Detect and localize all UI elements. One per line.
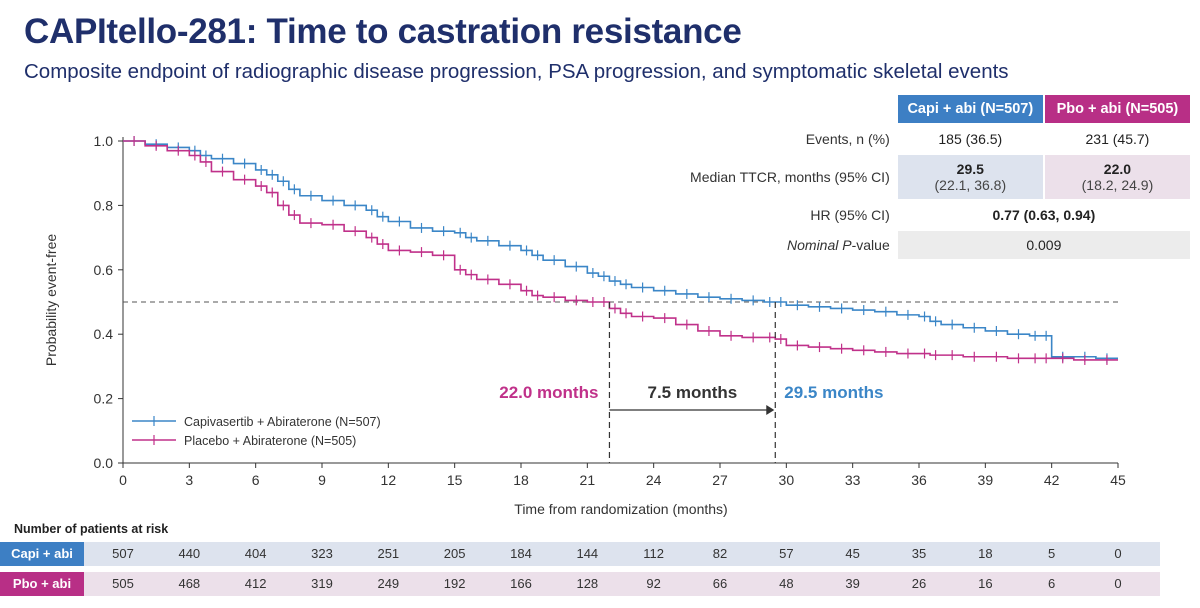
x-tick-label: 15 (447, 472, 463, 488)
x-axis-label: Time from randomization (months) (514, 501, 727, 517)
risk-cell: 249 (377, 576, 400, 591)
x-tick-label: 3 (185, 472, 193, 488)
y-tick-label: 0.8 (94, 197, 114, 213)
y-tick-label: 0.6 (94, 262, 114, 278)
x-tick-label: 39 (978, 472, 994, 488)
legend-pbo-label: Placebo + Abiraterone (N=505) (184, 434, 356, 448)
stats-header-pbo: Pbo + abi (N=505) (1044, 95, 1190, 123)
x-tick-label: 9 (318, 472, 326, 488)
risk-cell: 92 (646, 576, 661, 591)
stats-events-pbo: 231 (45.7) (1085, 131, 1150, 147)
stats-events-capi: 185 (36.5) (938, 131, 1003, 147)
stats-pvalue-label: Nominal P-value (787, 237, 890, 253)
y-axis-label: Probability event-free (43, 234, 59, 367)
y-tick-label: 0.2 (94, 391, 114, 407)
stats-hr-label: HR (95% CI) (810, 207, 890, 223)
risk-cell: 5 (1048, 546, 1056, 561)
risk-cell: 18 (978, 546, 993, 561)
x-tick-label: 24 (646, 472, 662, 488)
risk-cell: 166 (510, 576, 532, 591)
x-tick-label: 42 (1044, 472, 1060, 488)
km-chart: 0 3 6 9 12 15 18 21 24 27 30 33 36 39 42 450.00.20.40.6… (43, 133, 1126, 517)
risk-cell: 507 (112, 546, 134, 561)
risk-cell: 440 (178, 546, 201, 561)
risk-cell: 112 (643, 546, 665, 561)
risk-cell: 35 (911, 546, 927, 561)
x-tick-label: 12 (381, 472, 397, 488)
risk-table-title: Number of patients at risk (14, 522, 169, 536)
stats-median-capi: 29.5 (22.1, 36.8) (897, 155, 1043, 199)
risk-cell: 404 (244, 546, 267, 561)
x-tick-label: 0 (119, 472, 127, 488)
x-tick-label: 30 (779, 472, 795, 488)
pbo-median-label: 22.0 months (499, 383, 598, 402)
x-tick-label: 6 (252, 472, 260, 488)
x-tick-label: 18 (513, 472, 529, 488)
stats-median-capi-value: 29.5 (956, 161, 984, 177)
risk-cell: 45 (845, 546, 860, 561)
stats-median-label: Median TTCR, months (95% CI) (690, 169, 890, 185)
stats-header-capi: Capi + abi (N=507) (897, 95, 1043, 123)
stats-median-pbo-value: 22.0 (1103, 161, 1132, 177)
km-axes: 0 3 6 9 12 15 18 21 24 27 30 33 36 39 42 450.00.20.40.6… (94, 133, 1126, 488)
stats-hr-value: 0.77 (0.63, 0.94) (992, 207, 1096, 223)
risk-row-pbo-label: Pbo + abi (0, 572, 84, 596)
x-tick-label: 21 (580, 472, 596, 488)
stats-events-label: Events, n (%) (805, 131, 890, 147)
km-curve-capi (123, 140, 1118, 360)
x-tick-label: 33 (845, 472, 861, 488)
risk-cell: 319 (311, 576, 333, 591)
risk-cell: 57 (779, 546, 794, 561)
risk-cell: 6 (1048, 576, 1056, 591)
y-tick-label: 0.0 (94, 455, 114, 471)
risk-cell: 251 (377, 546, 400, 561)
x-tick-label: 45 (1110, 472, 1126, 488)
legend: Capivasertib + Abiraterone (N=507) Place… (132, 415, 381, 448)
risk-cell: 48 (779, 576, 794, 591)
y-tick-label: 1.0 (94, 133, 114, 149)
risk-cell: 26 (911, 576, 927, 591)
stats-median-pbo-ci: (18.2, 24.9) (1081, 177, 1154, 193)
risk-cell: 0 (1114, 576, 1122, 591)
page-subtitle: Composite endpoint of radiographic disea… (24, 60, 1009, 83)
km-annotations: 22.0 months 29.5 months 7.5 months (499, 302, 883, 463)
risk-cell: 323 (311, 546, 333, 561)
risk-cell: 192 (443, 576, 466, 591)
risk-cell: 128 (576, 576, 599, 591)
x-tick-label: 36 (911, 472, 927, 488)
risk-cell: 412 (244, 576, 267, 591)
risk-row-capi-label: Capi + abi (0, 542, 84, 566)
stats-pvalue-value: 0.009 (897, 231, 1190, 259)
difference-arrow-head (766, 405, 775, 415)
risk-cell: 505 (112, 576, 134, 591)
legend-capi-label: Capivasertib + Abiraterone (N=507) (184, 415, 381, 429)
stats-median-capi-ci: (22.1, 36.8) (934, 177, 1007, 193)
risk-cell: 205 (443, 546, 466, 561)
x-tick-label: 27 (712, 472, 728, 488)
risk-cell: 468 (178, 576, 201, 591)
risk-cell: 82 (712, 546, 728, 561)
difference-label: 7.5 months (647, 383, 737, 402)
risk-cell: 39 (845, 576, 860, 591)
capi-median-label: 29.5 months (784, 383, 883, 402)
risk-cell: 184 (510, 546, 532, 561)
stats-median-pbo: 22.0 (18.2, 24.9) (1044, 155, 1190, 199)
risk-cell: 66 (712, 576, 728, 591)
risk-row-capi: Capi + abi 507 440 404 323 251 205 184 144 112 82… (0, 542, 1160, 566)
km-curve-pbo (123, 140, 1118, 361)
risk-row-pbo: Pbo + abi 505 468 412 319 249 192 166 128 92 66 48… (0, 572, 1160, 596)
y-tick-label: 0.4 (94, 326, 114, 342)
stats-table: Capi + abi (N=507) Pbo + abi (N=505) Eve… (600, 93, 1192, 261)
risk-cell: 144 (576, 546, 599, 561)
risk-cell: 0 (1114, 546, 1122, 561)
page-title: CAPItello-281: Time to castration resist… (24, 12, 742, 51)
risk-cell: 16 (978, 576, 993, 591)
km-curves (123, 136, 1118, 365)
